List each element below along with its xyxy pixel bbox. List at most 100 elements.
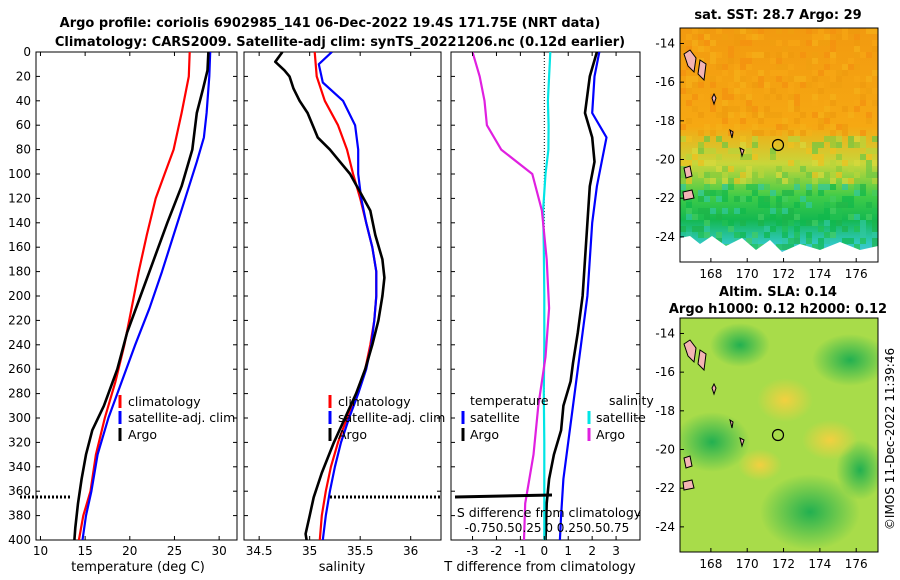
sst-grid-cell xyxy=(692,40,698,46)
sst-grid-cell xyxy=(710,52,716,58)
sst-grid-cell xyxy=(728,184,734,190)
sst-grid-cell xyxy=(824,52,830,58)
sst-grid-cell xyxy=(788,52,794,58)
sst-grid-cell xyxy=(830,40,836,46)
sst-grid-cell xyxy=(740,220,746,226)
sst-grid-cell xyxy=(686,160,692,166)
sst-grid-cell xyxy=(836,124,842,130)
sst-grid-cell xyxy=(866,76,872,82)
sst-grid-cell xyxy=(758,214,764,220)
sst-grid-cell xyxy=(824,208,830,214)
sst-grid-cell xyxy=(716,172,722,178)
sst-grid-cell xyxy=(722,208,728,214)
sst-grid-cell xyxy=(842,226,848,232)
sst-grid-cell xyxy=(698,76,704,82)
sst-grid-cell xyxy=(776,202,782,208)
sst-grid-cell xyxy=(794,94,800,100)
sst-grid-cell xyxy=(830,94,836,100)
sst-grid-cell xyxy=(686,34,692,40)
sst-grid-cell xyxy=(752,52,758,58)
sst-grid-cell xyxy=(818,214,824,220)
sst-grid-cell xyxy=(872,46,878,52)
sst-grid-cell xyxy=(698,28,704,34)
sst-grid-cell xyxy=(752,112,758,118)
sst-grid-cell xyxy=(812,172,818,178)
sst-grid-cell xyxy=(728,94,734,100)
sst-grid-cell xyxy=(734,100,740,106)
sst-grid-cell xyxy=(836,118,842,124)
difference-depth-marker xyxy=(454,493,553,499)
sst-grid-cell xyxy=(740,178,746,184)
sst-grid-cell xyxy=(776,196,782,202)
depth-tick-label: 220 xyxy=(8,313,31,327)
sst-grid-cell xyxy=(770,148,776,154)
sst-grid-cell xyxy=(770,214,776,220)
sst-grid-cell xyxy=(716,232,722,238)
sst-grid-cell xyxy=(776,178,782,184)
sst-grid-cell xyxy=(848,112,854,118)
sst-grid-cell xyxy=(680,106,686,112)
sst-grid-cell xyxy=(872,136,878,142)
sst-grid-cell xyxy=(704,232,710,238)
sst-grid-cell xyxy=(842,124,848,130)
sst-grid-cell xyxy=(782,208,788,214)
sst-grid-cell xyxy=(710,100,716,106)
depth-tick-label: 300 xyxy=(8,411,31,425)
sst-grid-cell xyxy=(818,82,824,88)
sst-grid-cell xyxy=(752,232,758,238)
sst-grid-cell xyxy=(836,214,842,220)
sst-grid-cell xyxy=(806,172,812,178)
sst-grid-cell xyxy=(788,100,794,106)
sst-grid-cell xyxy=(830,226,836,232)
sst-grid-cell xyxy=(842,178,848,184)
sst-grid-cell xyxy=(734,196,740,202)
sst-grid-cell xyxy=(842,196,848,202)
x-tick-label: -1 xyxy=(514,544,526,558)
sst-grid-cell xyxy=(788,82,794,88)
sst-grid-cell xyxy=(812,52,818,58)
x-tick-label: 15 xyxy=(77,544,92,558)
sst-grid-cell xyxy=(824,118,830,124)
sst-grid-cell xyxy=(872,160,878,166)
sst-grid-cell xyxy=(860,142,866,148)
sst-grid-cell xyxy=(698,82,704,88)
sst-grid-cell xyxy=(776,172,782,178)
sst-grid-cell xyxy=(782,178,788,184)
sst-grid-cell xyxy=(806,64,812,70)
series-line xyxy=(317,52,378,540)
sst-grid-cell xyxy=(824,34,830,40)
sst-grid-cell xyxy=(782,244,788,250)
sst-grid-cell xyxy=(746,28,752,34)
sst-grid-cell xyxy=(728,148,734,154)
sst-grid-cell xyxy=(872,208,878,214)
sst-grid-cell xyxy=(788,142,794,148)
sst-grid-cell xyxy=(722,166,728,172)
sst-grid-cell xyxy=(860,94,866,100)
sst-grid-cell xyxy=(788,244,794,250)
sst-grid-cell xyxy=(740,232,746,238)
sst-grid-cell xyxy=(704,208,710,214)
sst-grid-cell xyxy=(686,94,692,100)
sst-grid-cell xyxy=(812,154,818,160)
sst-grid-cell xyxy=(740,94,746,100)
sst-grid-cell xyxy=(872,148,878,154)
sst-grid-cell xyxy=(794,40,800,46)
sst-grid-cell xyxy=(698,226,704,232)
sst-grid-cell xyxy=(752,34,758,40)
svg-text:satellite-adj. clim: satellite-adj. clim xyxy=(128,410,235,425)
sst-grid-cell xyxy=(806,58,812,64)
sst-grid-cell xyxy=(836,76,842,82)
depth-tick-label: 60 xyxy=(16,118,31,132)
sst-grid-cell xyxy=(872,172,878,178)
sst-grid-cell xyxy=(842,184,848,190)
sst-grid-cell xyxy=(812,94,818,100)
sst-grid-cell xyxy=(848,202,854,208)
sst-grid-cell xyxy=(734,76,740,82)
sst-grid-cell xyxy=(794,214,800,220)
sst-grid-cell xyxy=(788,40,794,46)
sst-grid-cell xyxy=(746,34,752,40)
sst-grid-cell xyxy=(860,52,866,58)
sst-grid-cell xyxy=(764,202,770,208)
sst-grid-cell xyxy=(788,166,794,172)
sst-grid-cell xyxy=(698,112,704,118)
